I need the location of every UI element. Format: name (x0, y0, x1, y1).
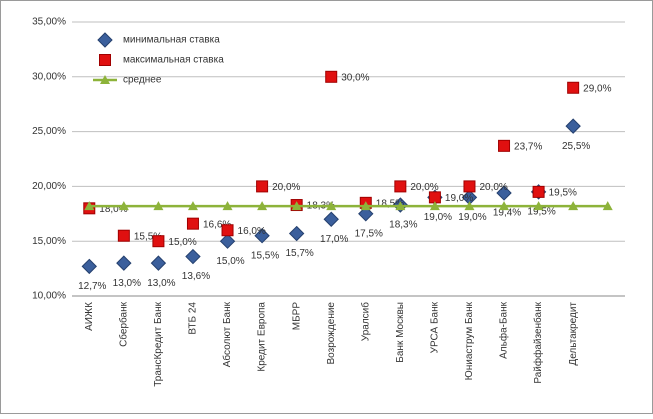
x-tick-label: АИЖК (84, 302, 95, 331)
diamond-point (288, 225, 305, 242)
x-tick-label: Кредит Европа (257, 302, 268, 372)
diamond-point (254, 228, 270, 244)
data-label: 20,0% (272, 182, 300, 193)
y-tick-label: 25,00% (32, 126, 66, 137)
y-tick-label: 15,00% (32, 236, 66, 247)
diamond-point (358, 206, 374, 222)
y-tick-label: 10,00% (32, 291, 66, 302)
triangle-point (499, 201, 510, 211)
legend-marker (97, 32, 113, 48)
legend-marker (100, 75, 110, 84)
y-tick-label: 30,00% (32, 71, 66, 82)
data-label: 17,5% (355, 228, 383, 239)
x-tick-label: Возрождение (326, 302, 337, 365)
data-label: 18,0% (99, 204, 127, 215)
diamond-point (219, 233, 236, 249)
data-label: 15,7% (285, 248, 313, 259)
triangle-point (429, 201, 440, 211)
x-tick-label: Юниаструм Банк (464, 301, 475, 380)
data-label: 17,0% (320, 234, 348, 245)
x-tick-label: Уралсиб (359, 302, 371, 341)
square-point (117, 229, 130, 242)
x-tick-label: УРСА Банк (430, 301, 441, 353)
data-label: 19,5% (527, 207, 555, 218)
diamond-point (81, 258, 97, 275)
legend-label: среднее (123, 75, 162, 86)
data-label: 15,5% (251, 250, 279, 261)
data-label: 15,5% (134, 231, 162, 242)
data-label: 29,0% (583, 83, 611, 94)
square-point (532, 185, 545, 198)
data-label: 20,0% (410, 182, 438, 193)
triangle-point (326, 201, 337, 211)
square-point (152, 235, 165, 248)
y-tick-label: 35,00% (32, 17, 66, 28)
x-tick-label: ВТБ 24 (188, 302, 199, 335)
data-label: 12,7% (78, 281, 106, 292)
triangle-point (602, 201, 613, 211)
data-label: 18,5% (376, 198, 404, 209)
data-label: 20,0% (479, 182, 507, 193)
diamond-point (150, 255, 167, 271)
square-point (567, 81, 580, 94)
legend-marker (99, 54, 111, 66)
triangle-point (187, 201, 198, 211)
triangle-point (222, 201, 233, 211)
x-tick-label: Дельтакредит (568, 302, 579, 366)
data-label: 25,5% (562, 141, 590, 152)
data-label: 15,0% (168, 237, 196, 248)
triangle-point (118, 201, 129, 211)
triangle-point (360, 201, 371, 211)
triangle-point (568, 201, 579, 211)
y-tick-label: 20,00% (32, 181, 66, 192)
x-tick-label: Банк Москвы (395, 302, 406, 363)
x-tick-label: Райффайзенбанк (532, 301, 544, 383)
diamond-point (323, 211, 339, 227)
x-tick-label: Абсолют Банк (221, 301, 233, 367)
triangle-point (84, 201, 95, 211)
triangle-point (153, 201, 164, 211)
triangle-point (395, 201, 406, 211)
data-label: 19,4% (493, 208, 521, 219)
data-label: 13,6% (182, 271, 210, 282)
legend-label: максимальная ставка (123, 55, 224, 66)
diamond-point (116, 255, 132, 271)
data-label: 16,6% (203, 219, 231, 230)
diamond-point (496, 185, 512, 201)
data-label: 16,0% (238, 226, 266, 237)
x-tick-label: Альфа-Банк (498, 301, 510, 358)
square-point (463, 180, 476, 193)
square-point (498, 139, 511, 152)
data-label: 15,0% (216, 256, 244, 267)
data-label: 19,0% (445, 193, 473, 204)
data-label: 19,5% (549, 188, 577, 199)
square-point (186, 217, 199, 230)
square-point (394, 180, 407, 193)
diamond-point (565, 118, 581, 134)
data-label: 19,0% (424, 212, 452, 223)
data-label: 13,0% (113, 278, 141, 289)
square-point (325, 70, 338, 83)
legend-label: минимальная ставка (123, 35, 220, 46)
triangle-point (464, 201, 475, 211)
data-label: 18,3% (389, 220, 417, 231)
triangle-point (533, 201, 544, 211)
x-tick-label: МБРР (291, 302, 302, 331)
triangle-point (291, 201, 302, 211)
triangle-point (257, 201, 268, 211)
diamond-point (185, 248, 201, 265)
data-label: 13,0% (147, 278, 175, 289)
data-label: 30,0% (341, 72, 369, 83)
data-label: 23,7% (514, 141, 542, 152)
x-tick-label: ТрансКредит Банк (153, 301, 164, 386)
square-point (221, 224, 234, 237)
data-label: 19,0% (458, 212, 486, 223)
x-tick-label: Сбербанк (117, 301, 129, 347)
square-point (256, 180, 269, 193)
